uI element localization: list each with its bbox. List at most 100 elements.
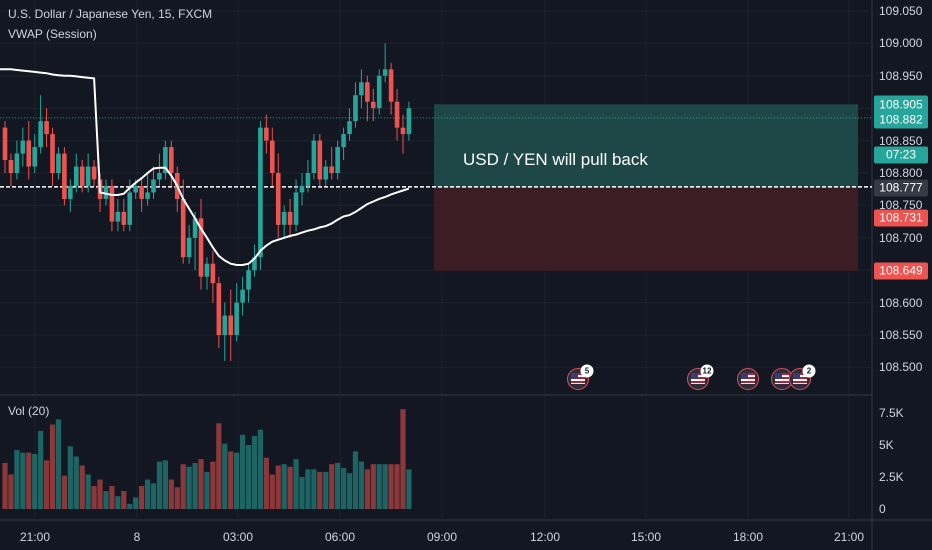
candle xyxy=(347,108,352,141)
time-tick-label: 03:00 xyxy=(222,530,254,544)
candle-body xyxy=(406,108,412,135)
volume-bar xyxy=(311,469,317,509)
volume-bar xyxy=(400,409,406,509)
volume-bar xyxy=(73,456,79,509)
volume-bars xyxy=(2,409,412,509)
volume-bar xyxy=(370,464,376,509)
candle xyxy=(376,69,382,115)
candle-body xyxy=(139,185,144,199)
candle xyxy=(270,127,275,186)
candle xyxy=(2,121,8,173)
volume-bar xyxy=(352,451,359,509)
candle xyxy=(240,276,245,316)
price-tick-label: 108.750 xyxy=(879,198,923,213)
candle-body xyxy=(323,166,329,180)
candle xyxy=(163,140,168,180)
candle-body xyxy=(20,140,26,154)
price-tag: 108.649 xyxy=(874,262,928,280)
volume-bar xyxy=(26,452,32,509)
volume-bar xyxy=(115,496,121,509)
volume-bar xyxy=(364,469,370,509)
candles xyxy=(2,43,412,361)
candle xyxy=(109,179,115,232)
candle xyxy=(169,140,174,186)
candle-body xyxy=(400,127,406,135)
indicator-label[interactable]: VWAP (Session) xyxy=(8,27,97,41)
candle xyxy=(73,153,79,193)
price-tick-label: 109.000 xyxy=(879,36,923,51)
volume-bar xyxy=(204,471,210,509)
candle-body xyxy=(44,121,49,135)
candle xyxy=(50,127,55,186)
candle xyxy=(79,160,85,193)
price-tag: 07:23 xyxy=(874,146,928,164)
candle xyxy=(406,101,412,141)
candle-body xyxy=(186,237,192,258)
candle-body xyxy=(234,302,239,335)
chart-annotation[interactable]: USD / YEN will pull back xyxy=(463,150,648,169)
candle xyxy=(85,153,91,193)
candle-body xyxy=(73,166,79,186)
candle-body xyxy=(2,127,8,161)
candle-body xyxy=(192,218,198,238)
candle-body xyxy=(299,185,305,193)
candle-body xyxy=(50,134,55,173)
volume-bar xyxy=(299,477,305,509)
candle xyxy=(44,108,49,148)
candle-body xyxy=(347,121,352,135)
candle-body xyxy=(252,257,257,271)
candle xyxy=(121,198,127,232)
volume-bar xyxy=(133,497,139,509)
candle xyxy=(68,179,73,212)
volume-bar xyxy=(61,475,67,509)
candle-body xyxy=(370,101,376,109)
candle xyxy=(180,179,186,264)
candle xyxy=(287,198,293,238)
candle xyxy=(335,140,340,180)
price-tick-label: 108.500 xyxy=(879,360,923,375)
volume-bar xyxy=(269,474,275,509)
volume-bar xyxy=(388,464,394,509)
volume-bar xyxy=(49,424,56,509)
volume-label[interactable]: Vol (20) xyxy=(8,404,50,418)
candle-body xyxy=(311,140,317,173)
candle xyxy=(305,160,311,193)
flag-stripes xyxy=(775,373,789,384)
volume-bar xyxy=(394,464,400,509)
candle xyxy=(394,88,400,141)
candle xyxy=(299,173,305,206)
candle-body xyxy=(79,166,85,186)
candle-body xyxy=(38,121,43,148)
us-flag-icon[interactable] xyxy=(737,368,759,390)
volume-bar xyxy=(109,485,115,509)
volume-bar xyxy=(186,466,192,509)
volume-bar xyxy=(275,465,281,509)
time-tick-label: 21:00 xyxy=(833,530,865,544)
candle-body xyxy=(240,289,245,303)
candle-body xyxy=(317,140,323,180)
candle-body xyxy=(210,263,216,284)
volume-bar xyxy=(43,460,50,509)
candle-body xyxy=(145,192,150,199)
candle-body xyxy=(246,270,251,290)
candle xyxy=(20,127,26,167)
candle-body xyxy=(85,166,91,186)
candle-body xyxy=(62,153,67,199)
flag-canton xyxy=(793,373,800,379)
volume-bar xyxy=(139,485,145,509)
time-tick-label: 09:00 xyxy=(426,530,458,544)
candle xyxy=(14,140,20,180)
volume-bar xyxy=(14,450,20,509)
volume-bar xyxy=(234,452,240,509)
candle xyxy=(252,244,257,277)
candle-body xyxy=(388,69,394,102)
candle-body xyxy=(32,147,37,167)
volume-bar xyxy=(340,468,347,509)
candle xyxy=(365,75,370,122)
volume-bar xyxy=(174,487,180,509)
flag-stripes xyxy=(691,373,705,384)
candle xyxy=(26,121,32,180)
flag-stripes xyxy=(571,373,585,384)
candle-body xyxy=(91,166,97,180)
